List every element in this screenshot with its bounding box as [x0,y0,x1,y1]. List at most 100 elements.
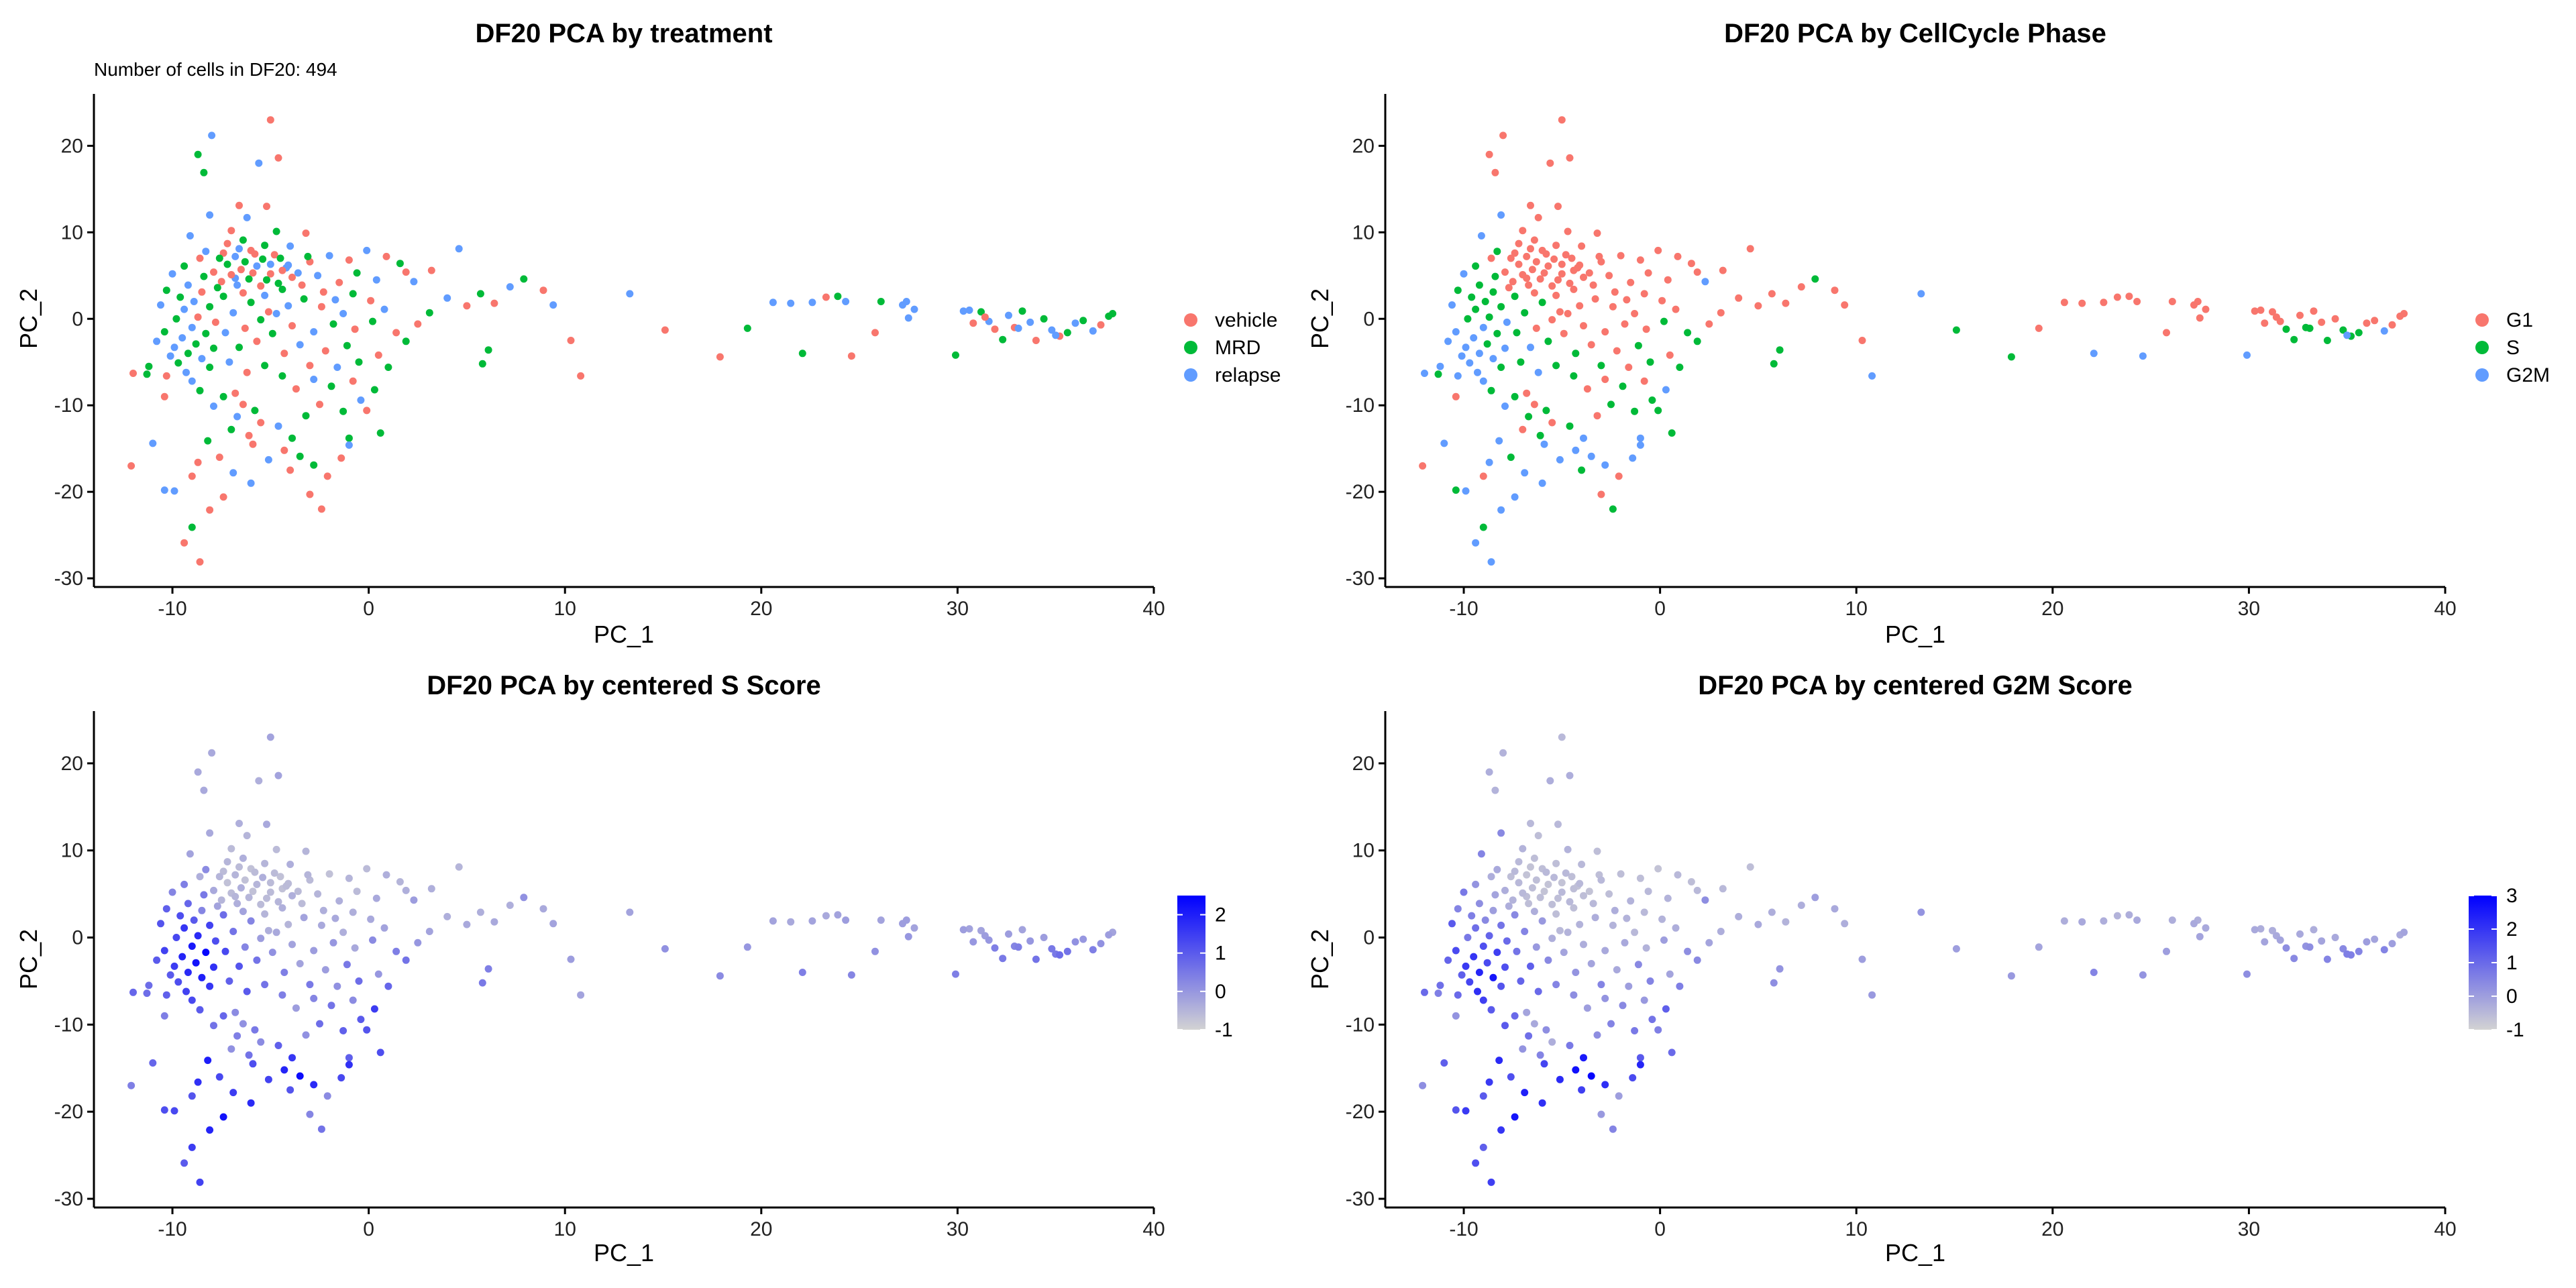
y-tick-label: 20 [1352,753,1375,775]
x-tick-label: 30 [947,1218,969,1240]
data-point [1501,268,1509,276]
data-point [1089,327,1097,335]
legend: vehicle MRD relapse [1184,309,1281,386]
data-point [1479,943,1487,950]
y-tick-label: -10 [1346,1014,1375,1036]
data-point [2139,971,2147,979]
data-point [170,962,178,970]
data-point [1623,296,1631,304]
data-point [1556,1075,1564,1083]
data-point [239,400,247,409]
data-point [143,989,151,998]
data-point [2251,926,2259,934]
x-tick-label: 20 [750,598,772,620]
data-point [274,898,282,906]
data-point [253,956,261,964]
data-point [1452,486,1460,494]
data-point [965,306,973,314]
data-point [1858,955,1866,963]
data-point [1811,275,1819,283]
data-point [288,1054,296,1062]
data-point [351,944,359,952]
data-point [626,908,634,916]
data-point [166,971,174,979]
data-point [2296,930,2304,938]
data-point [194,1078,202,1086]
data-point [539,286,547,294]
data-point [272,227,280,235]
data-point [180,539,189,547]
data-point [345,441,353,449]
data-point [1644,269,1652,277]
data-point [284,920,292,928]
data-point [380,924,388,932]
data-point [1544,880,1552,888]
data-point [1735,294,1743,302]
data-point [345,1054,353,1062]
data-point [787,299,795,307]
data-point [1636,434,1644,442]
data-point [822,293,830,301]
scatter-points [127,733,1117,1186]
data-point [1654,1026,1662,1034]
data-point [221,947,229,955]
data-point [2371,935,2379,943]
data-point [787,918,795,926]
data-point [1841,301,1849,309]
data-point [1511,392,1519,400]
data-point [1621,938,1629,947]
data-point [1485,150,1493,158]
data-point [219,911,227,919]
data-point [176,293,184,301]
data-point [349,908,357,916]
data-point [1472,924,1480,932]
data-point [1548,934,1556,943]
data-point [204,437,212,445]
data-point [1532,258,1540,266]
data-point [1105,931,1113,939]
data-point [235,343,243,352]
data-point [1536,275,1544,283]
data-point [743,943,751,951]
data-point [288,322,296,330]
data-point [1627,897,1635,905]
x-tick-label: 30 [947,598,969,620]
data-point [1538,479,1546,487]
data-point [237,884,245,892]
data-point [1636,874,1644,882]
data-point [319,288,327,296]
data-point [1562,251,1570,259]
data-point [549,301,557,309]
data-point [1493,865,1501,873]
data-point [210,1022,217,1030]
data-point [1589,900,1597,908]
data-point [2007,972,2015,980]
data-point [367,915,375,923]
data-point [1521,309,1529,317]
data-point [1587,1072,1595,1080]
data-point [1491,272,1499,280]
data-point [1536,431,1544,439]
data-point [1511,493,1519,501]
data-point [266,733,274,741]
data-point [1558,879,1566,887]
data-point [1528,884,1536,892]
data-point [1491,891,1499,899]
data-point [1631,407,1639,415]
data-point [1868,372,1876,380]
data-point [215,1073,223,1081]
data-point [233,281,241,289]
data-point [490,299,498,307]
data-point [1580,892,1587,900]
data-point [251,868,259,876]
data-point [317,505,325,513]
data-point [2125,911,2133,919]
data-point [1063,947,1071,955]
data-point [1917,290,1925,298]
data-point [223,239,231,248]
x-tick-label: 30 [2238,598,2260,620]
data-point [1621,320,1629,328]
data-point [1477,232,1485,239]
data-point [1040,315,1048,323]
data-point [1578,1086,1586,1094]
